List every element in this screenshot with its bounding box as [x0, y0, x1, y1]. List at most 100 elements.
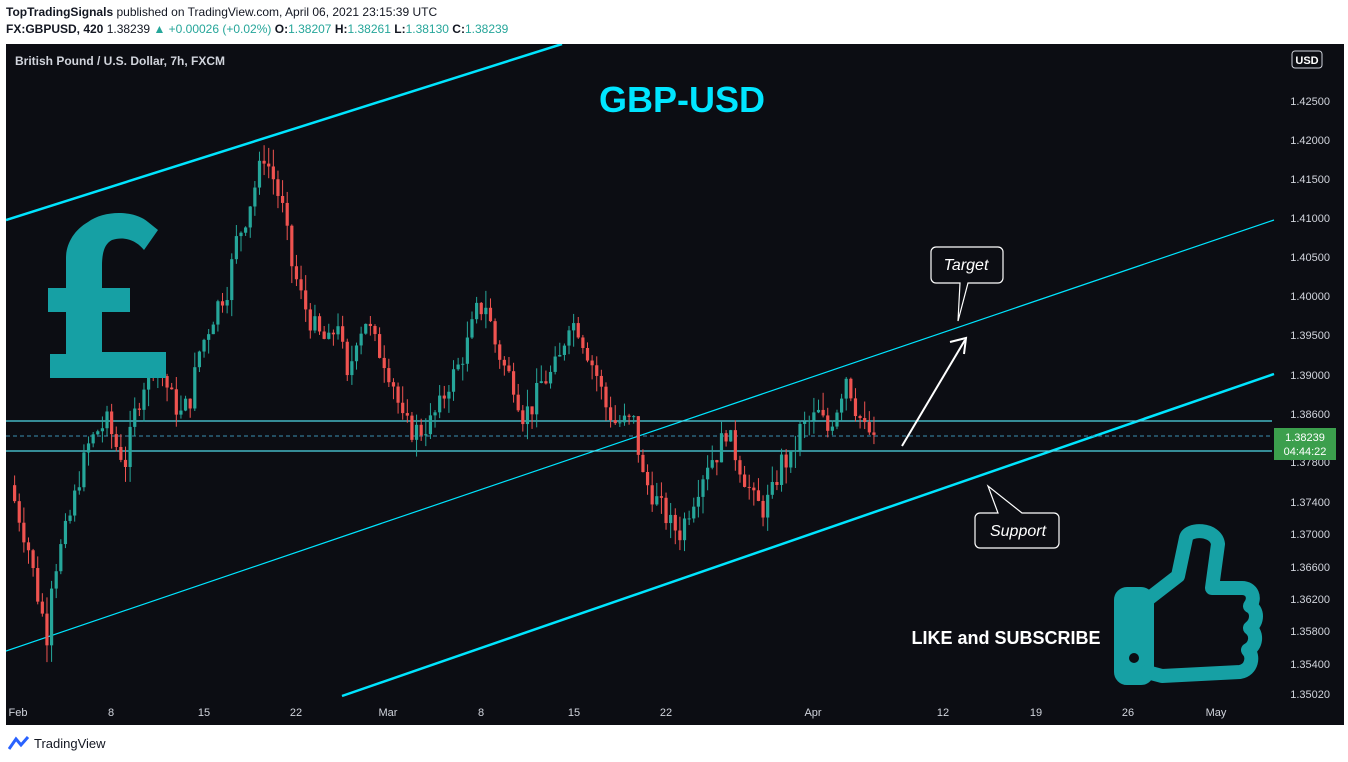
candle-body [299, 279, 303, 291]
candle-body [798, 423, 802, 451]
symbol-label[interactable]: FX:GBPUSD, 420 [6, 22, 104, 36]
candle-body [119, 446, 123, 460]
target-callout: Target [930, 246, 1004, 322]
price-tick-label: 1.37400 [1290, 497, 1330, 509]
candle-body [461, 363, 465, 365]
candle-body [858, 416, 862, 419]
candle-body [530, 406, 534, 415]
candle-body [110, 411, 114, 435]
candle-body [789, 450, 793, 468]
time-tick-label: 12 [937, 707, 949, 719]
candle-body [290, 225, 294, 267]
candle-body [562, 345, 566, 355]
candle-body [216, 301, 220, 325]
candle-body [174, 389, 178, 415]
candle-body [345, 341, 349, 376]
change-value: ▲ +0.00026 (+0.02%) [153, 22, 272, 36]
candle-body [239, 232, 243, 237]
target-arrow [901, 339, 966, 447]
candle-body [696, 496, 700, 507]
time-tick-label: 26 [1122, 707, 1134, 719]
price-tick-label: 1.36600 [1290, 562, 1330, 574]
candle-body [470, 319, 474, 338]
currency-badge[interactable]: USD [1291, 50, 1323, 69]
tradingview-logo-icon[interactable] [8, 735, 30, 751]
currency-badge-text: USD [1295, 55, 1318, 67]
candle-body [752, 487, 756, 491]
candle-body [678, 530, 682, 541]
chart-svg[interactable]: Target Support GBP-USD LIKE and SUBSCRIB… [6, 44, 1344, 725]
candle-body [100, 428, 104, 432]
time-tick-label: 22 [290, 707, 302, 719]
candle-body [276, 179, 280, 196]
candle-body [479, 302, 483, 315]
candle-body [659, 496, 664, 498]
outer-channel-line [6, 44, 563, 222]
candle-body [738, 460, 742, 475]
candle-body [775, 481, 779, 485]
time-tick-label: 19 [1030, 707, 1042, 719]
candle-body [59, 544, 63, 572]
candle-body [442, 395, 446, 399]
time-axis[interactable]: Feb 8 15 22 Mar 8 15 22 Apr 12 19 26 May [9, 707, 1227, 719]
price-tick-label: 1.39500 [1290, 330, 1330, 342]
candle-body [812, 412, 816, 421]
candle-body [405, 413, 409, 416]
candle-body [835, 412, 839, 427]
candle-body [525, 406, 530, 425]
candle-body [26, 542, 31, 551]
candle-body [382, 357, 386, 369]
candle-body [729, 430, 733, 442]
candle-body [137, 408, 141, 410]
publish-line: TopTradingSignals published on TradingVi… [6, 5, 437, 19]
author-link[interactable]: TopTradingSignals [6, 5, 114, 19]
support-label: Support [990, 523, 1047, 540]
candle-body [692, 506, 696, 519]
high-value: 1.38261 [347, 22, 391, 36]
candle-body [747, 486, 751, 488]
candle-body [248, 206, 252, 228]
candle-body [36, 568, 40, 602]
open-value: 1.38207 [288, 22, 332, 36]
candle-body [669, 514, 673, 524]
candle-body [867, 422, 871, 433]
thumbs-up-icon [1114, 524, 1263, 685]
candle-body [244, 227, 248, 233]
candle-body [636, 416, 640, 455]
footer: TradingView [0, 725, 1348, 762]
candle-body [364, 323, 368, 334]
candle-body [553, 356, 557, 372]
candle-body [826, 415, 830, 431]
candle-body [595, 365, 599, 376]
price-tick-label: 1.35800 [1290, 626, 1330, 638]
candle-body [396, 386, 400, 403]
time-tick-label: May [1206, 707, 1227, 719]
candle-body [664, 497, 668, 524]
candle-body [488, 307, 493, 322]
candle-body [719, 433, 724, 463]
candle-body [322, 331, 326, 339]
candle-body [498, 344, 502, 360]
candle-body [183, 398, 188, 411]
candle-body [673, 514, 677, 531]
candle-body [294, 266, 299, 280]
candle-body [49, 588, 54, 646]
candle-body [165, 376, 169, 388]
candle-body [613, 420, 617, 424]
price-tick-label: 1.41500 [1290, 174, 1330, 186]
price-axis[interactable]: 1.42500 1.42000 1.41500 1.41000 1.40500 1.400… [1290, 96, 1330, 701]
candle-body [271, 166, 275, 180]
candle-body [724, 433, 728, 442]
candle-body [558, 354, 562, 357]
candle-body [128, 426, 132, 467]
tradingview-brand[interactable]: TradingView [34, 736, 106, 751]
candle-body [262, 160, 266, 164]
chart-area[interactable]: Target Support GBP-USD LIKE and SUBSCRIB… [6, 44, 1344, 725]
time-tick-label: 8 [108, 707, 114, 719]
candle-body [451, 369, 456, 392]
candle-body [96, 431, 100, 435]
candle-body [766, 494, 770, 518]
candle-body [618, 422, 622, 424]
candle-body [770, 481, 774, 495]
last-price: 1.38239 [106, 22, 151, 36]
